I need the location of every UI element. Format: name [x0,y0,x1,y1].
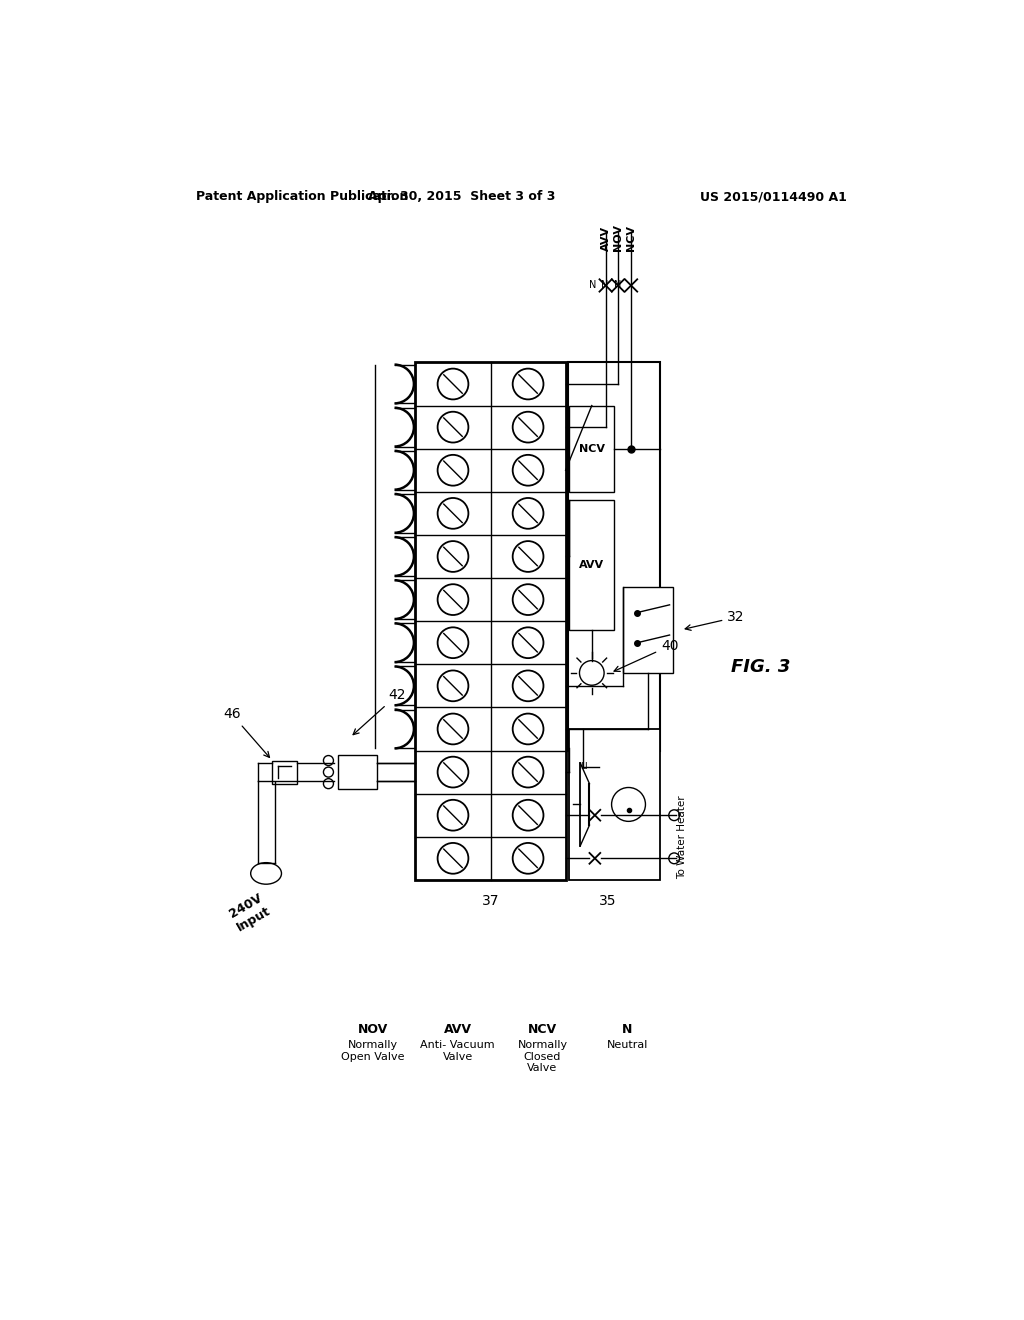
Text: AVV: AVV [601,226,610,251]
Circle shape [513,843,544,874]
Text: AVV: AVV [443,1023,472,1036]
Text: NOV: NOV [358,1023,388,1036]
Circle shape [513,714,544,744]
Bar [416,363,565,880]
Text: N: N [601,280,608,290]
Text: 37: 37 [481,894,500,908]
Circle shape [513,800,544,830]
Bar [339,755,377,789]
Bar [568,363,660,751]
Circle shape [437,412,468,442]
Circle shape [437,756,468,788]
Circle shape [437,627,468,659]
Text: Anti- Vacuum
Valve: Anti- Vacuum Valve [421,1040,496,1061]
Text: NOV: NOV [613,224,623,251]
Circle shape [437,455,468,486]
Bar [624,586,674,673]
Circle shape [611,788,645,821]
Circle shape [437,843,468,874]
Text: 35: 35 [599,894,616,908]
Circle shape [513,585,544,615]
Text: FIG. 3: FIG. 3 [731,657,791,676]
Circle shape [437,671,468,701]
Circle shape [513,455,544,486]
Text: 32: 32 [685,610,744,631]
Circle shape [324,779,334,788]
Circle shape [669,853,680,863]
Circle shape [437,585,468,615]
Bar [569,748,599,785]
Text: N: N [622,1023,633,1036]
Text: 46: 46 [223,708,269,758]
Text: AVV: AVV [580,560,604,570]
Bar [569,729,660,880]
Circle shape [437,800,468,830]
Text: Neutral: Neutral [606,1040,648,1049]
Text: To Water Heater: To Water Heater [677,795,687,879]
Text: LI: LI [581,762,588,771]
Text: 240V
Input: 240V Input [227,891,273,935]
Ellipse shape [251,863,282,884]
Text: NCV: NCV [626,224,636,251]
Circle shape [513,498,544,529]
Circle shape [513,541,544,572]
Circle shape [437,368,468,400]
Text: N: N [589,280,596,290]
Text: Apr. 30, 2015  Sheet 3 of 3: Apr. 30, 2015 Sheet 3 of 3 [368,190,555,203]
Text: N: N [614,280,622,290]
Circle shape [513,756,544,788]
Circle shape [437,714,468,744]
Circle shape [513,412,544,442]
Text: Patent Application Publication: Patent Application Publication [196,190,409,203]
Circle shape [513,627,544,659]
Bar [569,500,614,630]
Text: NCV: NCV [528,1023,557,1036]
Text: NCV: NCV [579,444,605,454]
Bar [272,760,297,784]
Bar [569,405,614,492]
Circle shape [324,755,334,766]
Circle shape [324,767,334,777]
Text: Normally
Open Valve: Normally Open Valve [341,1040,404,1061]
Text: 40: 40 [614,639,679,672]
Circle shape [437,541,468,572]
Text: US 2015/0114490 A1: US 2015/0114490 A1 [700,190,847,203]
Text: 42: 42 [353,688,406,735]
Circle shape [513,671,544,701]
Circle shape [513,368,544,400]
Text: Normally
Closed
Valve: Normally Closed Valve [517,1040,567,1073]
Circle shape [669,810,680,821]
Circle shape [580,660,604,685]
Circle shape [437,498,468,529]
